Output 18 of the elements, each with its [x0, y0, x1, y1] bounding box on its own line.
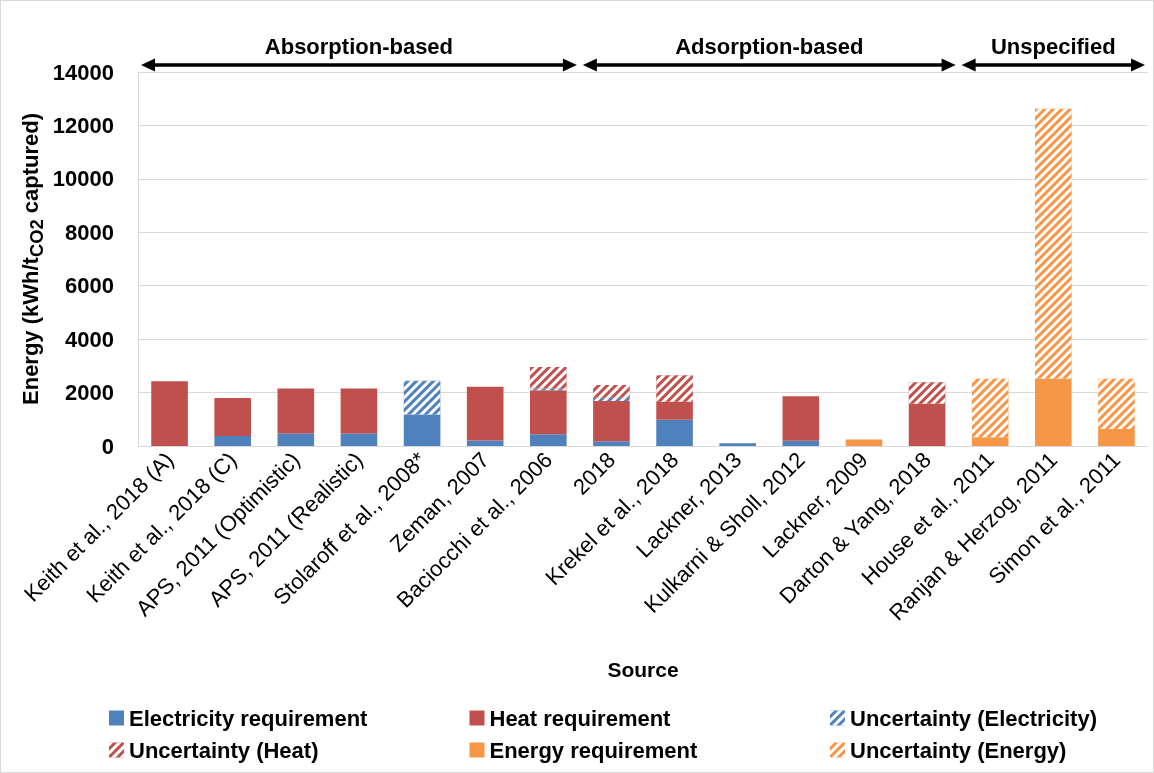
legend-label: Uncertainty (Energy): [850, 737, 1067, 763]
y-tick-label: 8000: [65, 219, 114, 245]
y-tick-label: 0: [101, 433, 114, 459]
legend-label: Electricity requirement: [129, 705, 369, 731]
legend-label: Energy requirement: [489, 737, 699, 763]
legend-label: Uncertainty (Electricity): [850, 705, 1097, 731]
y-tick-label: 10000: [52, 166, 114, 192]
y-tick-label: 12000: [52, 112, 114, 138]
y-tick-label: 2000: [65, 380, 114, 406]
x-axis-title: Source: [607, 658, 679, 681]
y-tick-label: 6000: [65, 273, 114, 299]
text: Adsorption-based: [675, 34, 864, 59]
y-tick-label: 14000: [52, 59, 114, 85]
text: Unspecified: [990, 34, 1116, 59]
legend-label: Uncertainty (Heat): [129, 737, 319, 763]
legend-label: Heat requirement: [489, 705, 672, 731]
y-tick-label: 4000: [65, 326, 114, 352]
text: Absorption-based: [264, 34, 454, 59]
